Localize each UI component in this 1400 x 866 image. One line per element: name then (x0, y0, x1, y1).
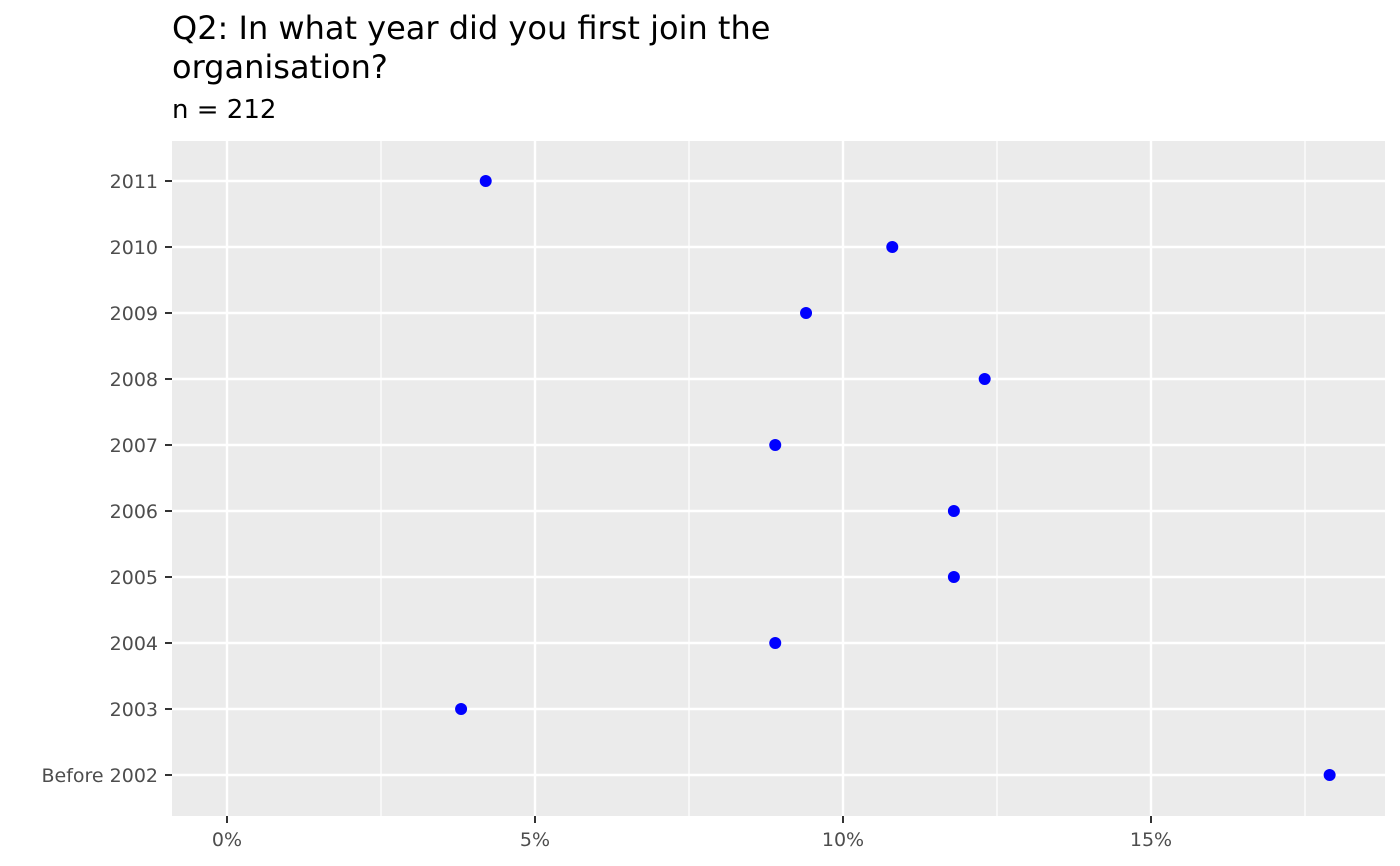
data-point (455, 703, 468, 715)
data-point (978, 373, 991, 385)
data-points (455, 175, 1336, 781)
chart-subtitle: n = 212 (172, 95, 277, 125)
x-tick-label: 10% (822, 829, 864, 851)
x-tick-label: 5% (520, 829, 550, 851)
data-point (886, 241, 899, 253)
y-tick-label: 2010 (110, 237, 158, 259)
x-tick-label: 0% (212, 829, 242, 851)
x-axis: 0% 5% 10% 15% (212, 816, 1172, 851)
y-tick-label: 2006 (110, 501, 158, 523)
chart-title-line-1: Q2: In what year did you first join the (172, 9, 771, 47)
data-point (947, 571, 960, 583)
y-tick-label: 2009 (110, 303, 158, 325)
data-point (479, 175, 492, 187)
x-tick-label: 15% (1130, 829, 1172, 851)
chart-title-line-2: organisation? (172, 48, 388, 86)
plot-panel (172, 141, 1385, 816)
y-tick-label: 2008 (110, 369, 158, 391)
y-tick-label: 2011 (110, 171, 158, 193)
data-point (947, 505, 960, 517)
data-point (800, 307, 813, 319)
data-point (1323, 769, 1336, 781)
y-tick-label: 2007 (110, 435, 158, 457)
major-gridlines-x (225, 141, 1153, 816)
y-tick-label: 2005 (110, 567, 158, 589)
y-tick-label: 2004 (110, 633, 158, 655)
data-point (769, 439, 782, 451)
y-axis: 2011 2010 2009 2008 2007 2006 2005 2004 2003 Befo… (41, 171, 172, 787)
y-tick-label: Before 2002 (41, 765, 158, 787)
data-point (769, 637, 782, 649)
y-tick-label: 2003 (110, 699, 158, 721)
minor-gridlines (380, 141, 1306, 816)
